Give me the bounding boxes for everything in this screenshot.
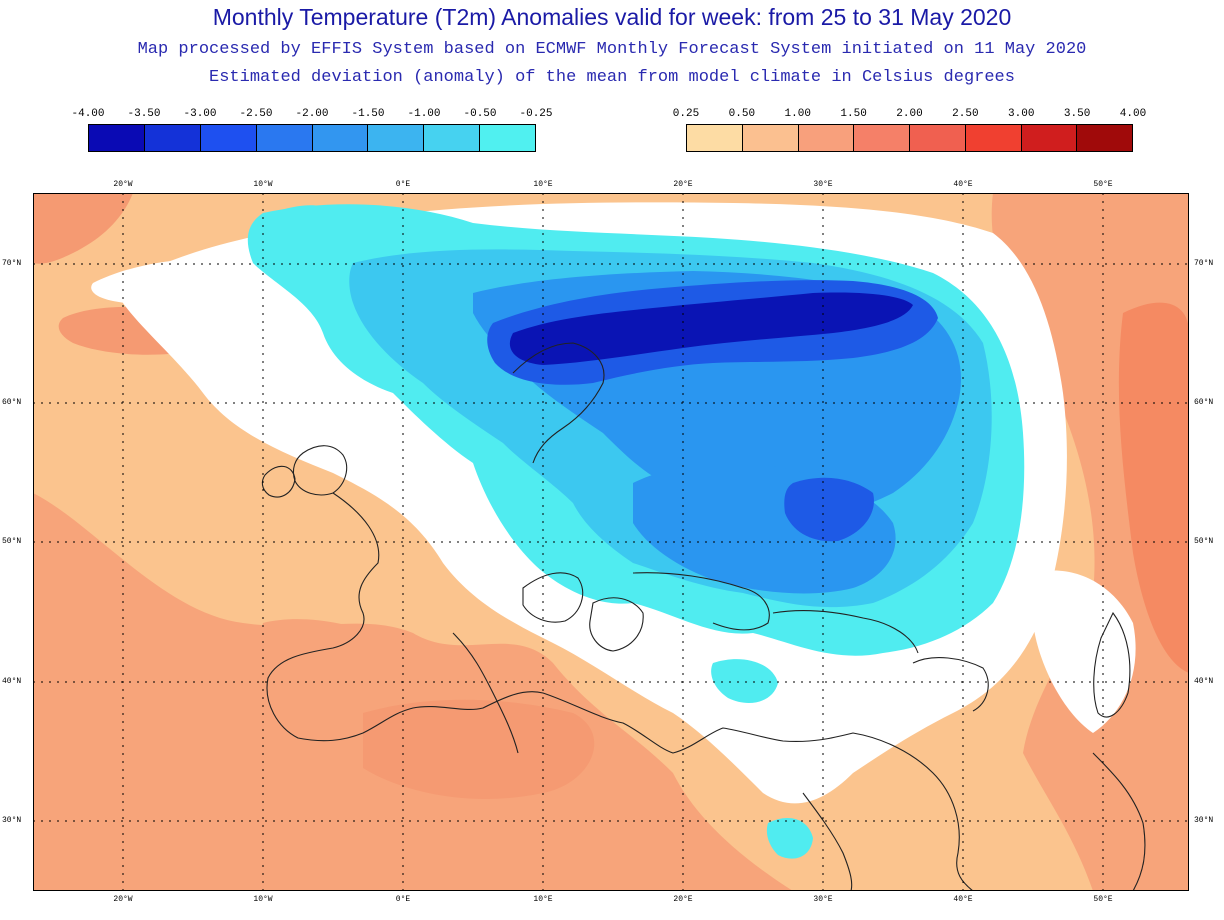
negative-legend-label: -4.00: [71, 108, 105, 120]
longitude-label: 30°E: [813, 895, 833, 904]
anomaly-map: [33, 193, 1189, 891]
longitude-label: 30°E: [813, 180, 833, 189]
negative-legend-swatch: [480, 125, 535, 151]
latitude-label: 50°N: [1194, 537, 1214, 546]
latitude-label: 40°N: [1194, 677, 1214, 686]
positive-legend-swatch: [798, 125, 855, 151]
neutral-white-east: [1033, 570, 1136, 733]
longitude-label: 10°E: [533, 180, 553, 189]
positive-legend-label: 2.50: [952, 108, 979, 120]
positive-legend-label: 3.00: [1008, 108, 1035, 120]
warm-land-africa: [33, 493, 793, 891]
negative-legend-swatch: [256, 125, 313, 151]
gridlines: [33, 193, 1189, 891]
positive-legend-label: 3.50: [1063, 108, 1091, 120]
positive-legend-label: 0.50: [728, 108, 756, 120]
negative-legend-swatch: [89, 125, 145, 151]
latitude-label: 70°N: [2, 259, 22, 268]
cold-extreme-anomaly: [509, 292, 913, 365]
negative-legend-swatch: [368, 125, 425, 151]
longitude-label: 10°E: [533, 895, 553, 904]
positive-legend-label: 0.25: [672, 108, 700, 120]
positive-anomaly-legend: 0.25 0.50 1.00 1.50 2.00 2.50 3.00 3.50 4.00: [673, 108, 1146, 152]
map-subtitle-description: Estimated deviation (anomaly) of the mea…: [209, 68, 1015, 87]
negative-anomaly-legend: -4.00 -3.50 -3.00 -2.50 -2.00 -1.50 -1.00 -0.50…: [71, 108, 553, 152]
warm-greenland: [33, 193, 133, 264]
warm-land-caspian: [1118, 302, 1189, 673]
positive-legend-label: 2.00: [896, 108, 923, 120]
warm-land-north-africa: [363, 699, 595, 799]
positive-legend-swatch: [965, 125, 1022, 151]
negative-legend-label: -2.00: [295, 108, 329, 120]
latitude-label: 50°N: [2, 537, 22, 546]
positive-legend-swatch: [1021, 125, 1078, 151]
cold-light-greece: [711, 659, 778, 703]
longitude-label: 10°W: [253, 895, 273, 904]
negative-legend-label: -0.25: [519, 108, 553, 120]
negative-legend-labels: -4.00 -3.50 -3.00 -2.50 -2.00 -1.50 -1.00 -0.50…: [71, 108, 552, 122]
negative-legend-label: -2.50: [239, 108, 273, 120]
negative-legend-swatch: [312, 125, 369, 151]
negative-legend-swatch: [200, 125, 257, 151]
neutral-white-north-atlantic: [91, 259, 270, 309]
positive-legend-label: 4.00: [1119, 108, 1147, 120]
negative-legend-label: -1.00: [407, 108, 441, 120]
negative-legend-swatch: [144, 125, 201, 151]
warm-land-iberia: [259, 619, 413, 734]
cold-light-egypt: [766, 818, 813, 859]
cold-light-northsea: [270, 205, 343, 235]
longitude-label: 10°W: [253, 180, 273, 189]
map-border: [33, 193, 1189, 891]
positive-legend-swatch: [854, 125, 910, 151]
longitude-label: 0°E: [395, 895, 411, 904]
longitude-label: 20°E: [673, 180, 693, 189]
longitude-label: 40°E: [953, 895, 973, 904]
positive-legend-swatch: [687, 125, 743, 151]
latitude-label: 40°N: [2, 677, 22, 686]
positive-legend-colorbar: [686, 124, 1133, 152]
latitude-label: 30°N: [1194, 816, 1214, 825]
longitude-label: 20°W: [113, 180, 133, 189]
negative-legend-swatch: [424, 125, 481, 151]
latitude-label: 60°N: [2, 398, 22, 407]
positive-legend-label: 1.00: [784, 108, 811, 120]
negative-legend-label: -3.50: [127, 108, 161, 120]
positive-legend-labels: 0.25 0.50 1.00 1.50 2.00 2.50 3.00 3.50 4.00: [673, 108, 1146, 122]
coastlines: [261, 342, 1146, 891]
positive-legend-label: 1.50: [840, 108, 867, 120]
positive-legend-swatch: [742, 125, 799, 151]
negative-legend-label: -1.50: [351, 108, 385, 120]
negative-legend-colorbar: [88, 124, 536, 152]
longitude-label: 50°E: [1093, 895, 1113, 904]
longitude-label: 50°E: [1093, 180, 1113, 189]
map-title: Monthly Temperature (T2m) Anomalies vali…: [212, 4, 1012, 30]
cold-core-russia: [784, 477, 874, 542]
positive-legend-swatch: [910, 125, 966, 151]
longitude-label: 0°E: [395, 180, 411, 189]
map-svg: [33, 193, 1189, 891]
longitude-label: 20°W: [113, 895, 133, 904]
negative-legend-label: -3.00: [183, 108, 217, 120]
negative-legend-label: -0.50: [463, 108, 497, 120]
latitude-label: 60°N: [1194, 398, 1214, 407]
positive-legend-swatch: [1077, 125, 1132, 151]
latitude-label: 70°N: [1194, 259, 1214, 268]
longitude-label: 20°E: [673, 895, 693, 904]
longitude-label: 40°E: [953, 180, 973, 189]
latitude-label: 30°N: [2, 816, 22, 825]
map-subtitle-processing: Map processed by EFFIS System based on E…: [137, 40, 1087, 59]
